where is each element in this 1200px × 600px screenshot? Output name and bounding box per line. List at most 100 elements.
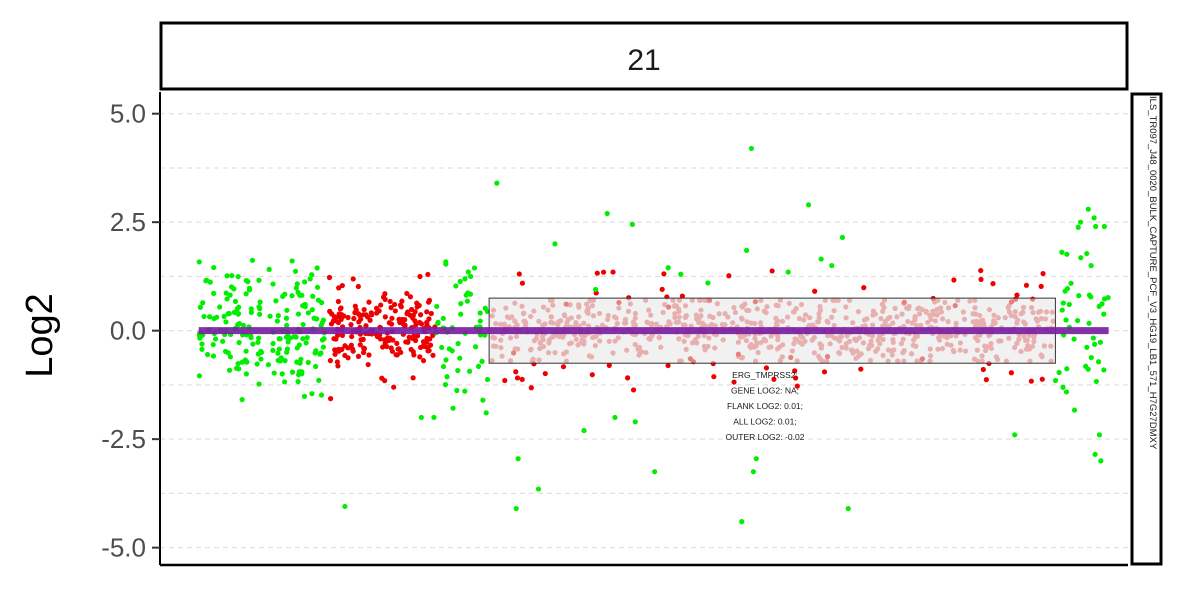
outlier-point xyxy=(1085,206,1091,212)
y-axis-label: Log2 xyxy=(19,293,61,378)
outlier-point xyxy=(750,469,756,475)
outlier-point xyxy=(665,265,671,271)
outlier-point xyxy=(494,180,500,186)
data-point xyxy=(397,319,403,326)
data-point xyxy=(200,300,206,306)
data-point xyxy=(210,341,216,348)
data-point xyxy=(240,322,247,329)
data-point xyxy=(243,348,249,354)
data-point xyxy=(326,274,333,281)
outlier-point xyxy=(839,234,846,240)
data-point xyxy=(335,314,341,320)
data-point xyxy=(224,273,230,279)
data-point xyxy=(204,351,211,358)
data-point xyxy=(229,272,235,279)
data-point xyxy=(450,405,456,411)
data-point xyxy=(1090,335,1096,341)
data-point xyxy=(317,351,323,357)
outlier-point xyxy=(652,469,658,475)
data-point xyxy=(339,346,345,352)
data-point xyxy=(394,340,400,346)
data-point xyxy=(257,299,263,305)
data-point xyxy=(424,309,430,315)
data-point xyxy=(246,287,253,293)
data-point xyxy=(350,276,356,282)
data-point xyxy=(217,304,223,310)
data-point xyxy=(1063,389,1070,395)
data-point xyxy=(220,338,226,344)
data-point xyxy=(502,377,508,384)
data-point xyxy=(292,268,299,274)
data-point xyxy=(391,384,397,390)
data-point xyxy=(228,284,235,290)
outlier-point xyxy=(513,505,519,512)
facet-label: 21 xyxy=(627,44,660,77)
data-point xyxy=(1095,359,1102,365)
data-point xyxy=(387,298,393,305)
data-point xyxy=(821,369,828,375)
data-point xyxy=(255,339,261,345)
data-point xyxy=(417,354,423,360)
data-point xyxy=(248,309,254,316)
data-point xyxy=(309,391,315,397)
data-point xyxy=(320,344,327,350)
annotation-line: FLANK LOG2: 0.01; xyxy=(727,401,803,411)
data-point xyxy=(374,305,380,311)
data-point xyxy=(1059,307,1065,313)
outlier-point xyxy=(1091,215,1097,221)
data-point xyxy=(199,341,205,347)
outlier-point xyxy=(744,247,750,253)
data-point xyxy=(861,285,867,291)
data-point xyxy=(414,300,420,306)
data-point xyxy=(211,264,217,271)
data-point xyxy=(513,369,519,375)
data-point xyxy=(630,387,637,393)
data-point xyxy=(1088,263,1094,269)
data-point xyxy=(1038,283,1044,289)
data-point xyxy=(951,277,957,283)
data-point xyxy=(484,376,491,383)
data-point xyxy=(410,375,416,381)
data-point xyxy=(289,293,295,299)
data-point xyxy=(256,277,262,283)
data-point xyxy=(978,267,984,274)
data-point xyxy=(257,306,263,312)
data-point xyxy=(276,336,282,342)
annotation-layer: ERG_TMPRSS2; GENE LOG2: NA; FLANK LOG2: 0.… xyxy=(726,370,805,442)
data-point xyxy=(589,372,595,378)
data-point xyxy=(258,356,264,362)
y-tick-label: 5.0 xyxy=(110,99,146,129)
data-point xyxy=(402,322,408,328)
outlier-point xyxy=(612,414,618,421)
data-point xyxy=(1068,280,1074,286)
data-point xyxy=(516,271,522,277)
data-point xyxy=(794,383,800,389)
data-point xyxy=(402,317,408,323)
data-point xyxy=(1071,336,1077,342)
data-point xyxy=(301,393,308,399)
data-point xyxy=(392,301,398,308)
data-point xyxy=(407,294,414,300)
data-point xyxy=(226,367,233,373)
data-point xyxy=(338,305,344,311)
data-point xyxy=(351,315,357,322)
data-point xyxy=(425,271,431,278)
data-point xyxy=(480,397,486,403)
data-point xyxy=(389,348,395,354)
data-point xyxy=(1062,288,1068,294)
data-point xyxy=(763,365,770,371)
data-point xyxy=(427,342,434,348)
data-point xyxy=(267,313,273,319)
data-point xyxy=(422,343,428,350)
outlier-point xyxy=(845,505,851,512)
y-tick-label: 0.0 xyxy=(110,316,146,346)
data-point xyxy=(430,352,436,358)
data-point xyxy=(305,359,311,366)
data-point xyxy=(233,365,240,371)
outlier-point xyxy=(342,503,348,510)
data-point xyxy=(444,374,450,380)
y-tick-label: -5.0 xyxy=(101,533,146,563)
data-point xyxy=(295,311,302,317)
data-point xyxy=(280,293,286,300)
data-point xyxy=(425,348,431,354)
